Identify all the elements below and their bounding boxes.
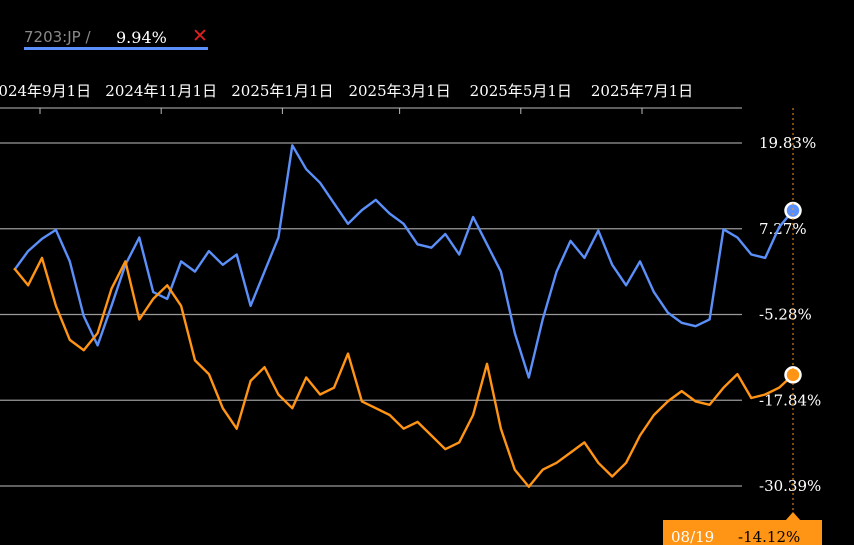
legend-value: 9.94% [116,28,167,47]
series-end-marker [784,201,802,220]
y-tick-label: 7.27% [759,220,807,238]
y-tick-label: -30.39% [759,477,821,495]
y-tick-label: 19.83% [759,134,816,152]
y-tick-label: -5.28% [759,306,812,324]
y-tick-label: -17.84% [759,391,821,409]
series-line [13,256,794,488]
tooltip-notch [784,512,801,521]
x-tick-label: 2024年11月1日 [105,82,217,100]
x-tick-label: 2025年3月1日 [348,82,450,100]
x-tick-label: 2025年7月1日 [591,82,693,100]
x-tick-label: 2024年9月1日 [0,82,91,100]
tooltip-box [663,520,822,545]
x-tick-label: 2025年5月1日 [470,82,572,100]
series-line [13,144,794,379]
tooltip-value: -14.12% [738,528,800,545]
close-icon[interactable]: ✕ [192,25,208,47]
x-tick-label: 2025年1月1日 [231,82,333,100]
series-legend[interactable]: 7203:JP / 9.94% ✕ [24,25,208,50]
legend-ticker: 7203:JP / [24,28,91,46]
tooltip-date: 08/19 [671,528,714,545]
